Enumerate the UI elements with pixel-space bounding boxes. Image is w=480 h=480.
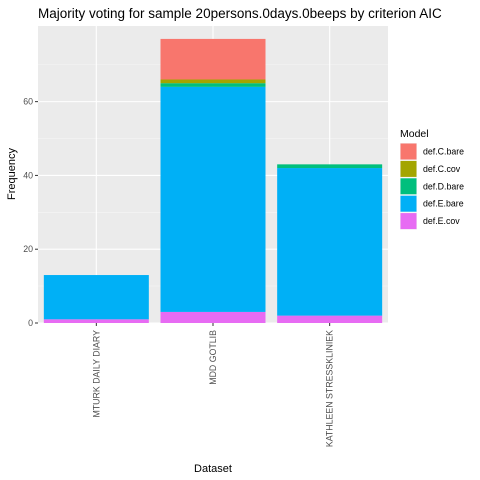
y-tick-label: 40 [23, 170, 33, 180]
legend-swatch [400, 143, 417, 160]
legend-label: def.E.bare [423, 199, 464, 209]
x-axis-title: Dataset [194, 463, 232, 475]
bars [43, 38, 383, 323]
legend-swatch [400, 160, 417, 177]
bar-segment-def-E-bare [43, 275, 149, 320]
legend-items: def.C.bare def.C.cov def.D.bare def.E.bare d… [400, 143, 464, 230]
legend-swatch [400, 213, 417, 230]
bar-segment-def-C-bare [160, 38, 266, 80]
bar-segment-def-D-bare [277, 164, 383, 169]
bar-segment-def-C-cov [160, 79, 266, 84]
y-tick-label: 20 [23, 244, 33, 254]
legend-swatch [400, 195, 417, 212]
bar-segment-def-E-cov [43, 319, 149, 323]
legend-label: def.C.bare [423, 147, 464, 157]
legend-label: def.C.cov [423, 164, 461, 174]
legend-label: def.E.cov [423, 216, 460, 226]
chart-title: Majority voting for sample 20persons.0da… [38, 6, 442, 21]
bar-segment-def-E-cov [160, 311, 266, 323]
bar-segment-def-D-bare [160, 83, 266, 87]
legend: Model def.C.bare def.C.cov def.D.bare def.E… [400, 128, 464, 230]
legend-swatch [400, 178, 417, 195]
x-tick-label: MTURK DAILY DIARY [91, 330, 101, 418]
legend-label: def.D.bare [423, 181, 464, 191]
bar-segment-def-E-cov [277, 315, 383, 323]
x-axis: MTURK DAILY DIARY MDD GOTLIB KATHLEEN STRE… [91, 323, 335, 447]
y-tick-label: 60 [23, 97, 33, 107]
legend-title: Model [400, 128, 429, 140]
bar-segment-def-E-bare [277, 168, 383, 316]
x-tick-label: MDD GOTLIB [208, 330, 218, 385]
y-axis-title: Frequency [6, 148, 18, 200]
x-tick-label: KATHLEEN STRESSKLINIEK [325, 330, 335, 447]
bar-segment-def-E-bare [160, 86, 266, 312]
y-tick-label: 0 [28, 318, 33, 328]
y-axis: 0 20 40 60 [23, 97, 38, 328]
